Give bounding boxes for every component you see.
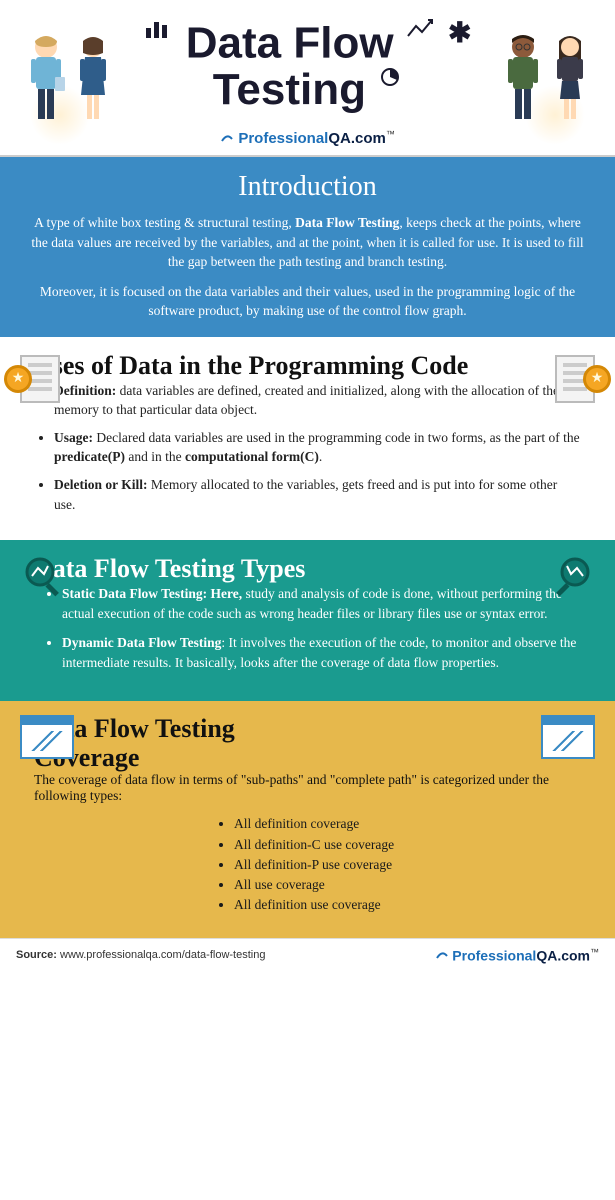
document-badge-left	[16, 355, 76, 403]
list-item: All definition-C use coverage	[234, 835, 581, 855]
uses-heading: Uses of Data in the Programming Code	[34, 351, 581, 381]
person-3-icon	[502, 33, 544, 123]
line-chart-icon	[406, 18, 436, 38]
uses-list: Definition: data variables are defined, …	[34, 381, 581, 514]
person-2-icon	[73, 33, 113, 121]
title-line-2: Testing	[213, 65, 366, 114]
introduction-section: Introduction A type of white box testing…	[0, 157, 615, 337]
footer-brand-logo: ProfessionalQA.com™	[436, 947, 599, 964]
brand-tm: ™	[386, 129, 395, 139]
list-item: Dynamic Data Flow Testing: It involves t…	[62, 633, 581, 674]
brand-swoosh-icon	[436, 949, 448, 961]
star-badge-icon	[4, 365, 32, 393]
person-1-icon	[25, 33, 67, 123]
list-item: All use coverage	[234, 875, 581, 895]
coverage-heading: Data Flow TestingCoverage	[34, 715, 581, 772]
source-text: Source: www.professionalqa.com/data-flow…	[16, 949, 265, 961]
star-badge-icon	[583, 365, 611, 393]
brand-swoosh-icon	[220, 131, 234, 145]
list-item: Definition: data variables are defined, …	[54, 381, 581, 420]
magnifier-icon	[22, 554, 66, 598]
title-line-1: Data Flow	[186, 19, 394, 68]
coverage-list: All definition coverage All definition-C…	[34, 814, 581, 915]
list-item: Deletion or Kill: Memory allocated to th…	[54, 475, 581, 514]
header-section: Data Flow ✱ Testing	[0, 0, 615, 157]
list-item: All definition-P use coverage	[234, 855, 581, 875]
gear-icon: ✱	[448, 17, 471, 48]
intro-heading: Introduction	[28, 171, 587, 203]
person-4-icon	[550, 33, 590, 121]
coverage-section: Data Flow TestingCoverage The coverage o…	[0, 701, 615, 937]
footer-section: Source: www.professionalqa.com/data-flow…	[0, 938, 615, 972]
browser-chart-icon	[541, 715, 595, 759]
magnifier-icon	[549, 554, 593, 598]
uses-section: Uses of Data in the Programming Code Def…	[0, 337, 615, 540]
intro-paragraph-1: A type of white box testing & structural…	[28, 213, 587, 272]
list-item: All definition use coverage	[234, 895, 581, 915]
types-heading: Data Flow Testing Types	[34, 554, 581, 584]
intro-paragraph-2: Moreover, it is focused on the data vari…	[28, 282, 587, 321]
list-item: Static Data Flow Testing: Here, study an…	[62, 584, 581, 625]
browser-chart-icon	[20, 715, 74, 759]
main-title: Data Flow ✱ Testing	[144, 18, 472, 113]
list-item: All definition coverage	[234, 814, 581, 834]
types-list: Static Data Flow Testing: Here, study an…	[34, 584, 581, 673]
coverage-intro: The coverage of data flow in terms of "s…	[34, 772, 581, 804]
brand-prefix: Professional	[238, 130, 328, 147]
bar-chart-icon	[144, 18, 174, 38]
list-item: Usage: Declared data variables are used …	[54, 428, 581, 467]
pie-chart-icon	[378, 67, 402, 87]
types-section: Data Flow Testing Types Static Data Flow…	[0, 540, 615, 701]
brand-logo: ProfessionalQA.com™	[10, 129, 605, 147]
brand-suffix: QA.com	[328, 130, 386, 147]
document-badge-right	[539, 355, 599, 403]
